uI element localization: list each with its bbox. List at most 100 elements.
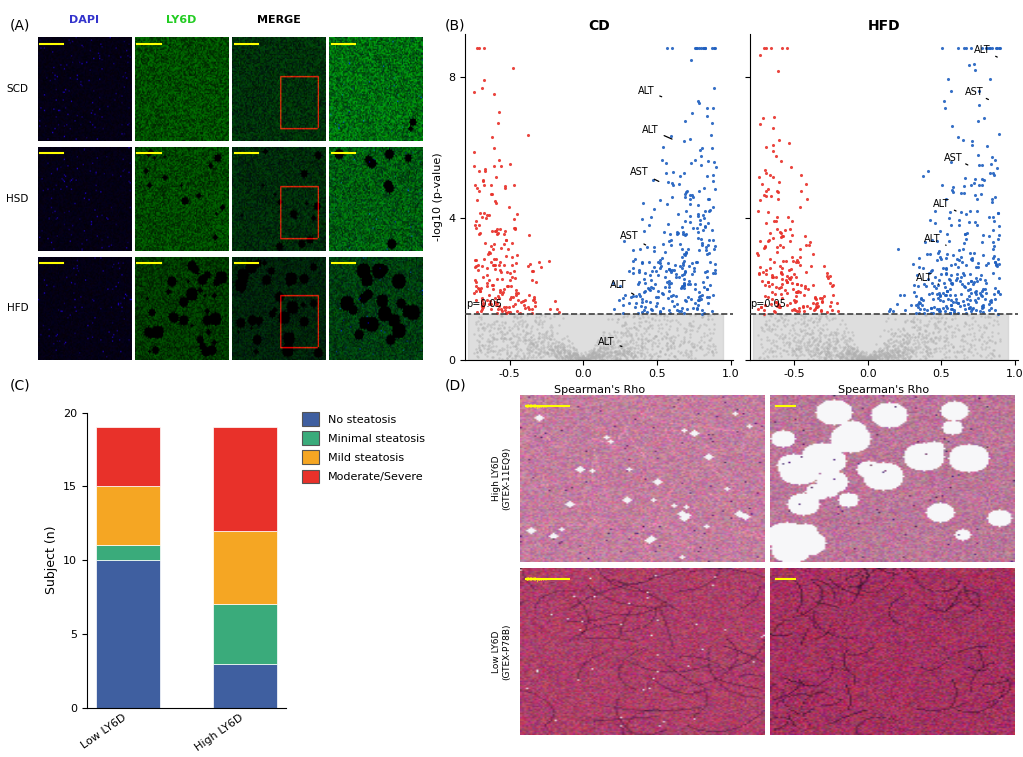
- Point: [765, 319, 782, 332]
- Point: [774, 291, 791, 304]
- Point: [655, 302, 671, 314]
- Point: [810, 313, 827, 325]
- Point: [632, 347, 649, 360]
- Point: [776, 313, 793, 325]
- Point: [754, 276, 770, 288]
- Point: [668, 290, 684, 302]
- Point: [955, 329, 972, 341]
- Point: [503, 351, 520, 363]
- Point: [538, 347, 554, 359]
- Point: [580, 350, 596, 362]
- Point: [986, 282, 1003, 294]
- Point: [698, 241, 714, 253]
- Point: [895, 350, 911, 363]
- Point: [495, 286, 512, 298]
- Point: [634, 293, 651, 305]
- Point: [762, 310, 779, 322]
- Point: [901, 353, 918, 365]
- Point: [800, 322, 816, 334]
- Point: [676, 229, 693, 241]
- Point: [510, 318, 527, 330]
- Point: [989, 314, 1006, 326]
- Point: [866, 351, 883, 363]
- Point: [779, 270, 795, 282]
- Point: [945, 304, 962, 316]
- Point: [481, 339, 497, 351]
- Point: [512, 350, 528, 362]
- Point: [861, 350, 878, 363]
- Point: [840, 346, 856, 358]
- Point: [777, 224, 794, 236]
- Text: (C): (C): [10, 378, 31, 392]
- Bar: [213, 531, 277, 604]
- Point: [528, 351, 544, 363]
- Point: [762, 254, 779, 266]
- Point: [595, 349, 612, 361]
- Point: [572, 353, 588, 365]
- Point: [757, 241, 773, 253]
- Point: [854, 345, 871, 357]
- Point: [918, 345, 934, 357]
- Point: [786, 269, 802, 281]
- Point: [784, 341, 800, 354]
- Point: [630, 276, 647, 288]
- Point: [811, 333, 828, 345]
- Point: [581, 345, 597, 357]
- Point: [502, 333, 519, 345]
- Point: [616, 341, 632, 353]
- Point: [700, 346, 716, 358]
- Point: [895, 337, 911, 349]
- Point: [567, 352, 583, 364]
- Point: [938, 252, 954, 264]
- Point: [571, 354, 587, 366]
- Point: [587, 347, 604, 359]
- Point: [682, 133, 699, 145]
- Point: [984, 193, 1000, 205]
- Point: [904, 345, 921, 357]
- Point: [613, 326, 629, 338]
- Point: [904, 346, 921, 358]
- Point: [981, 42, 997, 55]
- Point: [531, 332, 547, 344]
- Point: [476, 316, 492, 329]
- Point: [605, 329, 621, 341]
- Point: [507, 344, 524, 356]
- Point: [891, 344, 907, 357]
- Point: [520, 352, 536, 364]
- Point: [775, 333, 792, 345]
- Point: [572, 352, 588, 364]
- Point: [562, 347, 578, 360]
- Point: [523, 341, 539, 353]
- Point: [516, 331, 532, 343]
- Point: [875, 344, 891, 356]
- Point: [986, 304, 1003, 316]
- Point: [476, 207, 492, 219]
- Point: [798, 344, 814, 357]
- Point: [763, 310, 780, 322]
- Point: [887, 351, 903, 363]
- Point: [548, 327, 565, 339]
- Point: [697, 42, 713, 55]
- Point: [896, 304, 913, 316]
- Point: [794, 348, 810, 360]
- Point: [632, 243, 649, 255]
- Point: [783, 271, 799, 283]
- Point: [910, 335, 927, 347]
- Point: [688, 42, 705, 55]
- Point: [496, 321, 513, 333]
- Point: [806, 341, 822, 354]
- Point: [678, 185, 695, 198]
- Point: [491, 352, 507, 364]
- Point: [536, 341, 552, 353]
- Point: [681, 210, 698, 222]
- Point: [525, 338, 541, 350]
- Point: [828, 329, 844, 341]
- Point: [493, 160, 509, 173]
- Bar: [213, 604, 277, 663]
- Point: [652, 307, 668, 319]
- Point: [690, 256, 706, 268]
- Point: [833, 347, 849, 360]
- Point: [781, 136, 797, 148]
- Point: [847, 350, 863, 362]
- Point: [510, 316, 527, 328]
